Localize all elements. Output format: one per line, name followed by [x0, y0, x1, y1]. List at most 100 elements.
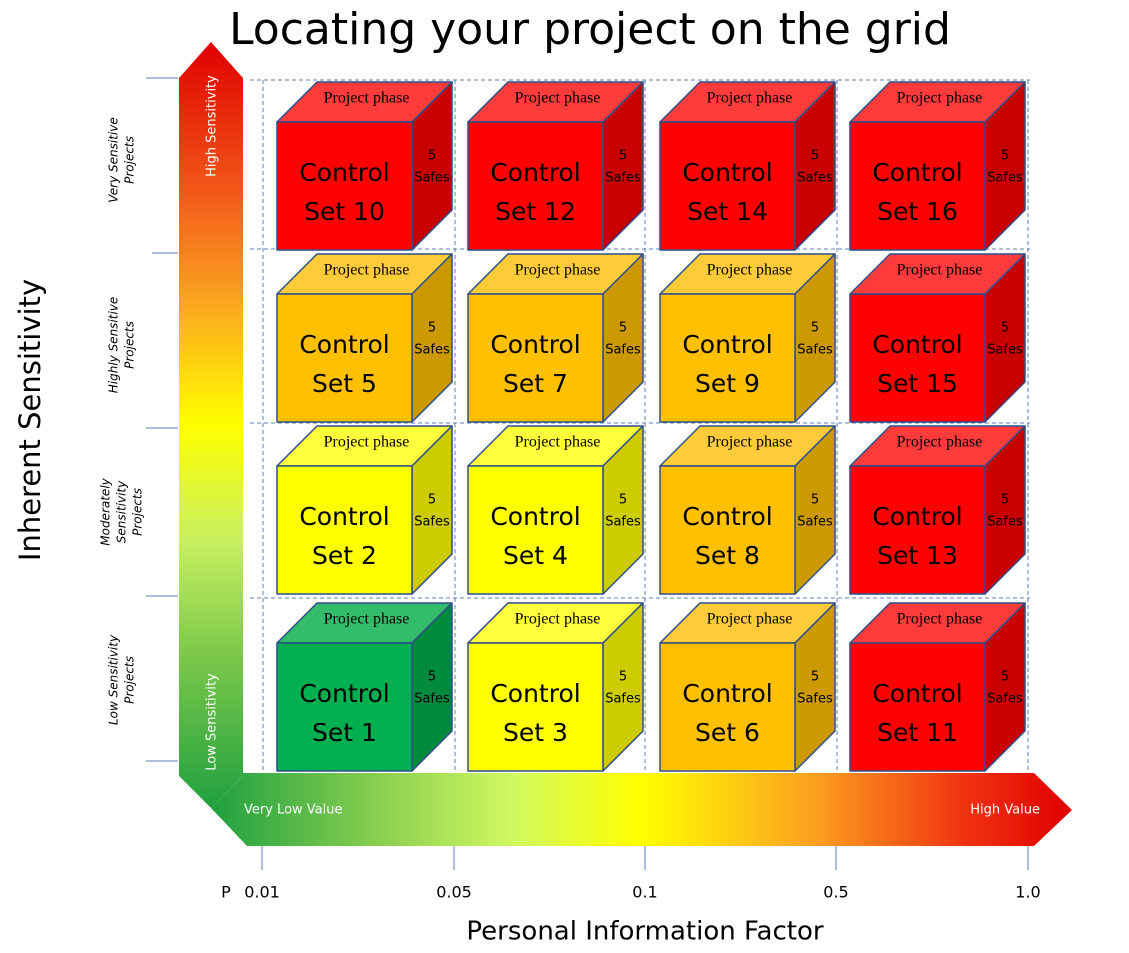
cube-phase: Project phase — [324, 434, 410, 451]
cube-front — [659, 465, 796, 595]
arrow-label: Low Sensitivity — [205, 673, 220, 771]
cube-label: Control — [872, 502, 962, 531]
cube-label: Set 16 — [877, 197, 958, 226]
cube-safes: Safes — [414, 515, 450, 530]
cube-phase: Project phase — [897, 90, 983, 107]
vertical-arrow — [179, 42, 243, 808]
cube-safes: 5 — [811, 493, 819, 508]
cube-label: Control — [872, 330, 962, 359]
cube-label: Set 12 — [495, 197, 576, 226]
arrow-label: Very Low Value — [244, 803, 342, 818]
cube: Project phase Control Set 3 5 Safes — [467, 602, 644, 772]
cube-label: Set 8 — [695, 541, 760, 570]
cube-safes: 5 — [619, 670, 627, 685]
row-label: Sensitivity — [115, 480, 129, 543]
cube: Project phase Control Set 6 5 Safes — [659, 602, 836, 772]
cube-safes: 5 — [619, 493, 627, 508]
cube-label: Control — [299, 502, 389, 531]
row-label: Projects — [123, 656, 137, 704]
cube-front — [659, 293, 796, 423]
cube-front — [467, 642, 604, 772]
row-label: Highly Sensitive — [107, 297, 121, 394]
cube-label: Set 4 — [503, 541, 568, 570]
x-axis-label: Personal Information Factor — [466, 917, 823, 947]
cube-front — [849, 465, 986, 595]
cube-safes: Safes — [605, 343, 641, 358]
cube-phase: Project phase — [324, 90, 410, 107]
cube-label: Set 13 — [877, 541, 958, 570]
cube-safes: Safes — [605, 515, 641, 530]
cube-safes: Safes — [605, 171, 641, 186]
cube: Project phase Control Set 16 5 Safes — [849, 81, 1026, 251]
arrow-label: High Value — [970, 803, 1040, 818]
cube-label: Control — [682, 330, 772, 359]
cube-front — [467, 293, 604, 423]
cube-front — [276, 465, 413, 595]
cube-front — [276, 293, 413, 423]
cube-phase: Project phase — [897, 434, 983, 451]
cube-safes: Safes — [414, 171, 450, 186]
cube: Project phase Control Set 2 5 Safes — [276, 425, 453, 595]
title: Locating your project on the grid — [229, 4, 951, 55]
x-tick-label: 0.1 — [632, 883, 657, 902]
cube-front — [467, 121, 604, 251]
cube-label: Control — [490, 158, 580, 187]
x-tick-labels: 0.01 0.05 0.1 0.5 1.0 — [244, 883, 1041, 902]
row-label: Very Sensitive — [107, 117, 121, 202]
cube-label: Control — [682, 502, 772, 531]
cube-safes: Safes — [414, 343, 450, 358]
cube-safes: Safes — [605, 692, 641, 707]
cube-label: Control — [682, 679, 772, 708]
cube-safes: 5 — [811, 321, 819, 336]
cube-safes: Safes — [987, 171, 1023, 186]
x-ticks — [261, 846, 1029, 870]
cube: Project phase Control Set 15 5 Safes — [849, 253, 1026, 423]
cube-label: Set 9 — [695, 369, 760, 398]
cube-safes: 5 — [428, 493, 436, 508]
x-tick-label: 0.01 — [244, 883, 280, 902]
cube-phase: Project phase — [324, 262, 410, 279]
cube-label: Control — [872, 679, 962, 708]
cube-label: Set 2 — [312, 541, 377, 570]
x-tick-label: 0.5 — [823, 883, 848, 902]
cube-front — [276, 642, 413, 772]
cube-label: Set 15 — [877, 369, 958, 398]
cube-safes: 5 — [1001, 321, 1009, 336]
cube-label: Control — [490, 679, 580, 708]
cube-label: Control — [682, 158, 772, 187]
cube-label: Control — [299, 158, 389, 187]
cube-label: Control — [299, 679, 389, 708]
cube-phase: Project phase — [515, 611, 601, 628]
cube: Project phase Control Set 1 5 Safes — [276, 602, 453, 772]
cube-label: Control — [490, 330, 580, 359]
cube-safes: 5 — [811, 149, 819, 164]
cube: Project phase Control Set 5 5 Safes — [276, 253, 453, 423]
cube-phase: Project phase — [515, 262, 601, 279]
cube-label: Set 10 — [304, 197, 385, 226]
cube-phase: Project phase — [707, 611, 793, 628]
row-label: Moderately — [99, 477, 113, 545]
cube-safes: 5 — [619, 149, 627, 164]
cube: Project phase Control Set 12 5 Safes — [467, 81, 644, 251]
horizontal-arrow — [211, 773, 1072, 846]
cube: Project phase Control Set 4 5 Safes — [467, 425, 644, 595]
cube-safes: Safes — [987, 515, 1023, 530]
cube-phase: Project phase — [707, 90, 793, 107]
cube-label: Control — [490, 502, 580, 531]
cube-label: Set 14 — [687, 197, 768, 226]
y-axis-label: Inherent Sensitivity — [13, 279, 47, 561]
cube-safes: Safes — [797, 343, 833, 358]
cube-label: Set 11 — [877, 718, 958, 747]
cube-safes: Safes — [987, 692, 1023, 707]
x-tick-label: 1.0 — [1015, 883, 1040, 902]
row-label: Projects — [123, 136, 137, 184]
cube: Project phase Control Set 11 5 Safes — [849, 602, 1026, 772]
row-label: Low Sensitivity — [107, 634, 121, 725]
cube-safes: 5 — [428, 321, 436, 336]
row-label: Projects — [123, 321, 137, 369]
cube-label: Set 3 — [503, 718, 568, 747]
